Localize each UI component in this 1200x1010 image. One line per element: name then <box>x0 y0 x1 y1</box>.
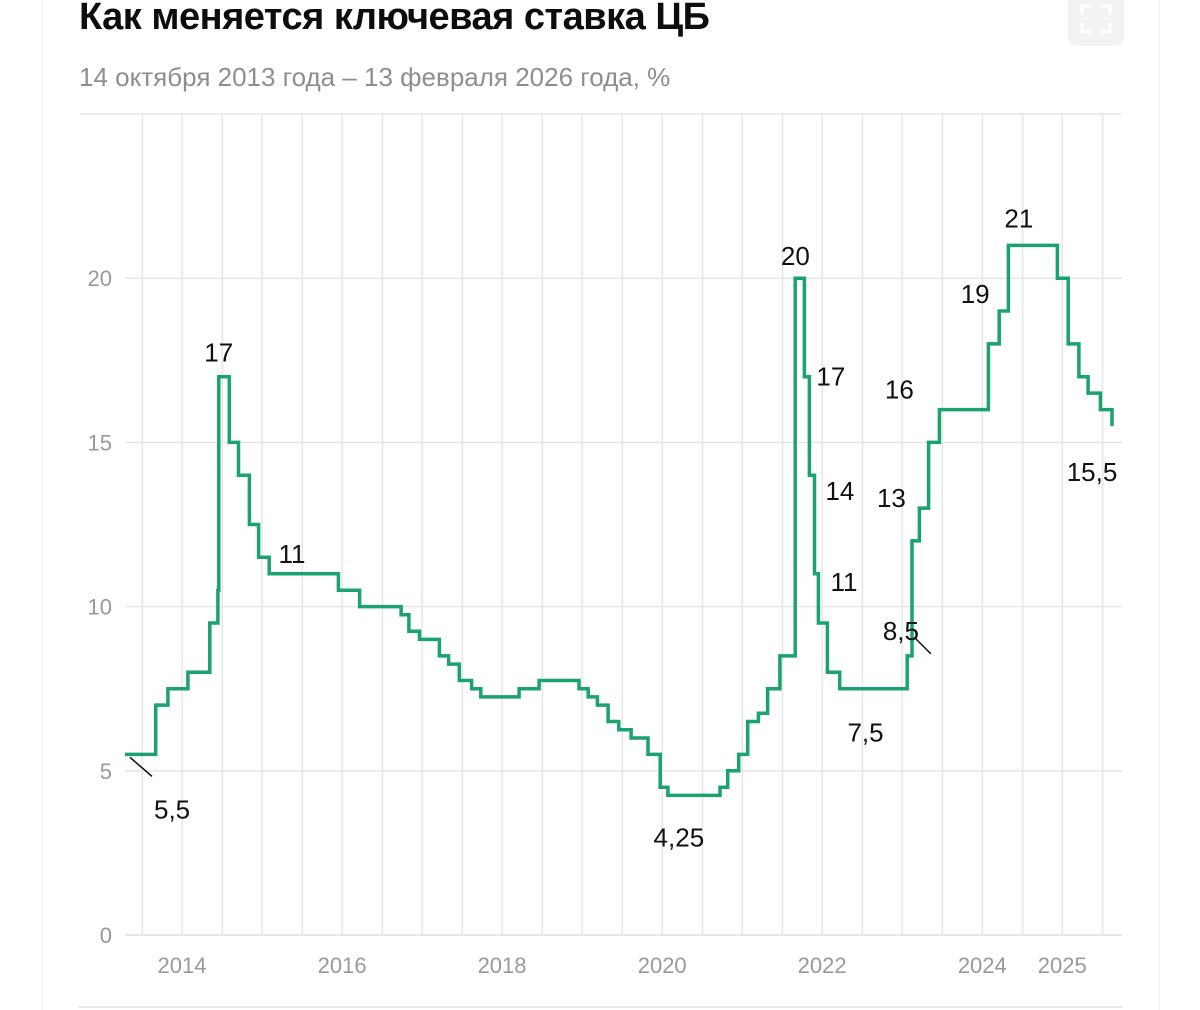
annotation-label-9: 8,5 <box>883 616 919 646</box>
annotations: 5,5 17 11 4,25 20 17 14 11 7,5 8,5 13 16 19 21 15,5 <box>129 203 1118 852</box>
annotation-label-13: 21 <box>1004 203 1033 233</box>
bottom-divider <box>79 1006 1122 1008</box>
x-tick-label-2024: 2024 <box>958 953 1007 978</box>
x-tick-label-2016: 2016 <box>318 953 367 978</box>
chart-card <box>42 0 1160 1010</box>
series-key-rate <box>125 243 1114 798</box>
x-tick-label-2025: 2025 <box>1038 953 1087 978</box>
chart-title: Как меняется ключевая ставка ЦБ <box>79 0 710 38</box>
y-tick-label-0: 0 <box>100 923 112 948</box>
y-axis: 0 5 10 15 20 <box>88 266 112 948</box>
x-tick-label-2018: 2018 <box>478 953 527 978</box>
x-axis: 2014 2016 2018 2020 2022 2024 2025 <box>157 953 1086 978</box>
chart-subtitle: 14 октября 2013 года – 13 февраля 2026 г… <box>79 62 671 92</box>
annotation-label-2: 11 <box>278 539 305 569</box>
annotation-label-5: 17 <box>816 362 845 392</box>
annotation-label-0: 5,5 <box>154 794 190 824</box>
annotation-label-14: 15,5 <box>1067 457 1118 487</box>
grid-horizontal <box>80 113 1122 936</box>
annotation-label-6: 14 <box>825 476 854 506</box>
key-rate-line <box>125 243 1114 798</box>
y-tick-label-20: 20 <box>88 266 112 291</box>
x-tick-label-2022: 2022 <box>798 953 847 978</box>
annotation-label-4: 20 <box>781 241 810 271</box>
annotation-label-8: 7,5 <box>847 718 883 748</box>
annotation-label-11: 16 <box>885 375 914 405</box>
x-tick-label-2014: 2014 <box>157 953 206 978</box>
annotation-leader-9 <box>914 637 932 655</box>
x-tick-label-2020: 2020 <box>638 953 687 978</box>
y-tick-label-10: 10 <box>88 595 112 620</box>
expand-button[interactable] <box>1068 0 1124 46</box>
annotation-label-10: 13 <box>877 483 906 513</box>
annotation-leader-0 <box>129 756 153 777</box>
y-tick-label-15: 15 <box>88 430 112 455</box>
annotation-label-3: 4,25 <box>654 822 705 852</box>
annotation-label-7: 11 <box>830 567 857 597</box>
annotation-label-12: 19 <box>961 279 990 309</box>
grid-vertical <box>141 114 1104 935</box>
annotation-label-1: 17 <box>204 338 233 368</box>
expand-icon <box>1080 4 1112 34</box>
y-tick-label-5: 5 <box>100 759 112 784</box>
